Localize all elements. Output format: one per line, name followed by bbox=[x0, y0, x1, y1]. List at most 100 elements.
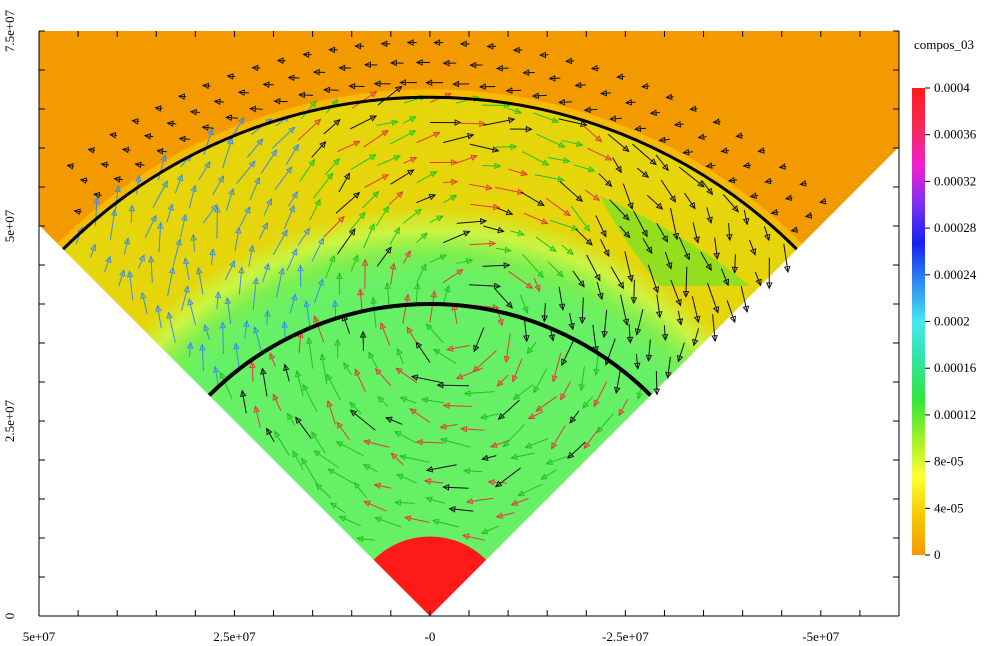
velocity-arrow bbox=[315, 483, 332, 499]
velocity-arrow bbox=[338, 172, 351, 193]
velocity-arrow bbox=[380, 40, 391, 48]
velocity-arrow bbox=[460, 425, 485, 433]
velocity-arrow bbox=[128, 204, 136, 224]
velocity-arrow bbox=[375, 205, 390, 227]
x-tick-labels: 5e+07 2.5e+07 -0 -2.5e+07 -5e+07 bbox=[23, 629, 840, 644]
velocity-arrow bbox=[274, 430, 290, 456]
velocity-arrow bbox=[583, 106, 598, 114]
velocity-arrow bbox=[349, 409, 376, 431]
velocity-arrow bbox=[301, 457, 318, 485]
velocity-arrow bbox=[727, 176, 738, 184]
velocity-arrow bbox=[587, 147, 613, 161]
velocity-arrow bbox=[658, 136, 670, 144]
velocity-arrow bbox=[496, 246, 512, 254]
velocity-arrow bbox=[325, 254, 336, 279]
velocity-arrow bbox=[389, 226, 400, 245]
velocity-arrow bbox=[600, 239, 610, 258]
velocity-arrow bbox=[579, 297, 586, 325]
x-minor-ticks bbox=[38, 31, 900, 616]
velocity-arrow bbox=[410, 374, 444, 384]
velocity-arrow bbox=[350, 254, 359, 272]
velocity-arrow bbox=[512, 46, 523, 54]
velocity-arrow bbox=[632, 143, 657, 166]
velocity-arrow bbox=[443, 230, 471, 244]
velocity-arrow bbox=[429, 119, 462, 126]
velocity-arrow bbox=[300, 100, 317, 120]
velocity-arrow bbox=[283, 363, 290, 382]
velocity-arrow bbox=[234, 226, 242, 252]
velocity-arrow bbox=[442, 484, 469, 491]
velocity-arrow bbox=[520, 191, 545, 207]
velocity-arrow bbox=[633, 210, 648, 238]
velocity-arrow bbox=[561, 139, 584, 148]
velocity-arrow bbox=[575, 228, 593, 246]
velocity-arrow bbox=[343, 361, 352, 376]
velocity-arrow bbox=[561, 337, 576, 367]
x-tick-label: -0 bbox=[424, 629, 435, 644]
velocity-arrow bbox=[720, 147, 730, 154]
velocity-arrow bbox=[429, 290, 437, 323]
velocity-arrow bbox=[335, 191, 361, 214]
velocity-arrow bbox=[226, 116, 245, 145]
velocity-arrow bbox=[385, 416, 403, 425]
white-outside-region-left bbox=[39, 225, 430, 616]
velocity-arrow bbox=[186, 341, 194, 357]
velocity-arrow bbox=[246, 138, 264, 158]
velocity-arrow bbox=[735, 132, 744, 139]
velocity-arrow bbox=[609, 199, 630, 221]
velocity-arrow bbox=[653, 371, 661, 396]
velocity-arrow bbox=[425, 79, 444, 86]
velocity-arrow bbox=[465, 497, 493, 505]
velocity-arrow bbox=[252, 276, 260, 310]
velocity-arrow bbox=[676, 310, 684, 326]
velocity-arrow bbox=[260, 367, 268, 397]
velocity-arrow bbox=[586, 254, 601, 282]
velocity-arrow bbox=[374, 367, 392, 387]
velocity-arrow bbox=[548, 74, 561, 82]
velocity-arrow bbox=[373, 80, 391, 88]
velocity-arrow bbox=[584, 189, 601, 201]
velocity-arrow bbox=[494, 288, 513, 309]
velocity-arrow bbox=[692, 328, 700, 347]
velocity-arrow bbox=[495, 64, 509, 72]
velocity-arrow bbox=[327, 468, 354, 484]
velocity-arrow bbox=[478, 83, 496, 91]
velocity-arrow bbox=[508, 168, 529, 177]
velocity-arrow bbox=[456, 120, 487, 128]
velocity-arrow bbox=[297, 264, 304, 287]
velocity-arrow bbox=[655, 154, 669, 172]
velocity-arrow bbox=[633, 125, 647, 132]
core-region bbox=[373, 536, 487, 616]
velocity-arrow bbox=[578, 366, 586, 392]
velocity-arrow bbox=[402, 208, 422, 224]
velocity-arrow bbox=[167, 266, 176, 297]
velocity-arrow bbox=[496, 374, 509, 387]
velocity-arrow bbox=[309, 198, 321, 221]
velocity-arrow bbox=[93, 196, 100, 227]
y-tick-label: 5e+07 bbox=[2, 209, 17, 242]
velocity-arrow bbox=[190, 233, 197, 252]
velocity-arrow bbox=[656, 222, 669, 243]
velocity-arrow bbox=[524, 437, 549, 449]
velocity-arrow bbox=[249, 360, 256, 382]
velocity-arrow bbox=[456, 154, 478, 164]
velocity-arrow bbox=[497, 207, 514, 216]
velocity-arrow bbox=[598, 173, 613, 188]
velocity-arrow bbox=[539, 51, 549, 59]
velocity-arrow bbox=[459, 40, 470, 48]
velocity-arrow bbox=[689, 105, 698, 113]
velocity-arrow bbox=[547, 261, 564, 278]
velocity-arrow bbox=[448, 505, 474, 513]
velocity-arrow bbox=[494, 467, 521, 488]
velocity-arrow bbox=[338, 515, 361, 527]
velocity-arrow bbox=[212, 365, 220, 385]
velocity-arrow bbox=[609, 115, 622, 122]
velocity-arrow bbox=[399, 396, 417, 404]
velocity-arrow bbox=[601, 309, 608, 339]
velocity-arrow bbox=[137, 254, 145, 269]
velocity-arrow bbox=[456, 218, 488, 225]
velocity-arrow bbox=[114, 185, 122, 210]
velocity-arrow bbox=[354, 42, 364, 50]
velocity-arrow bbox=[272, 229, 288, 256]
